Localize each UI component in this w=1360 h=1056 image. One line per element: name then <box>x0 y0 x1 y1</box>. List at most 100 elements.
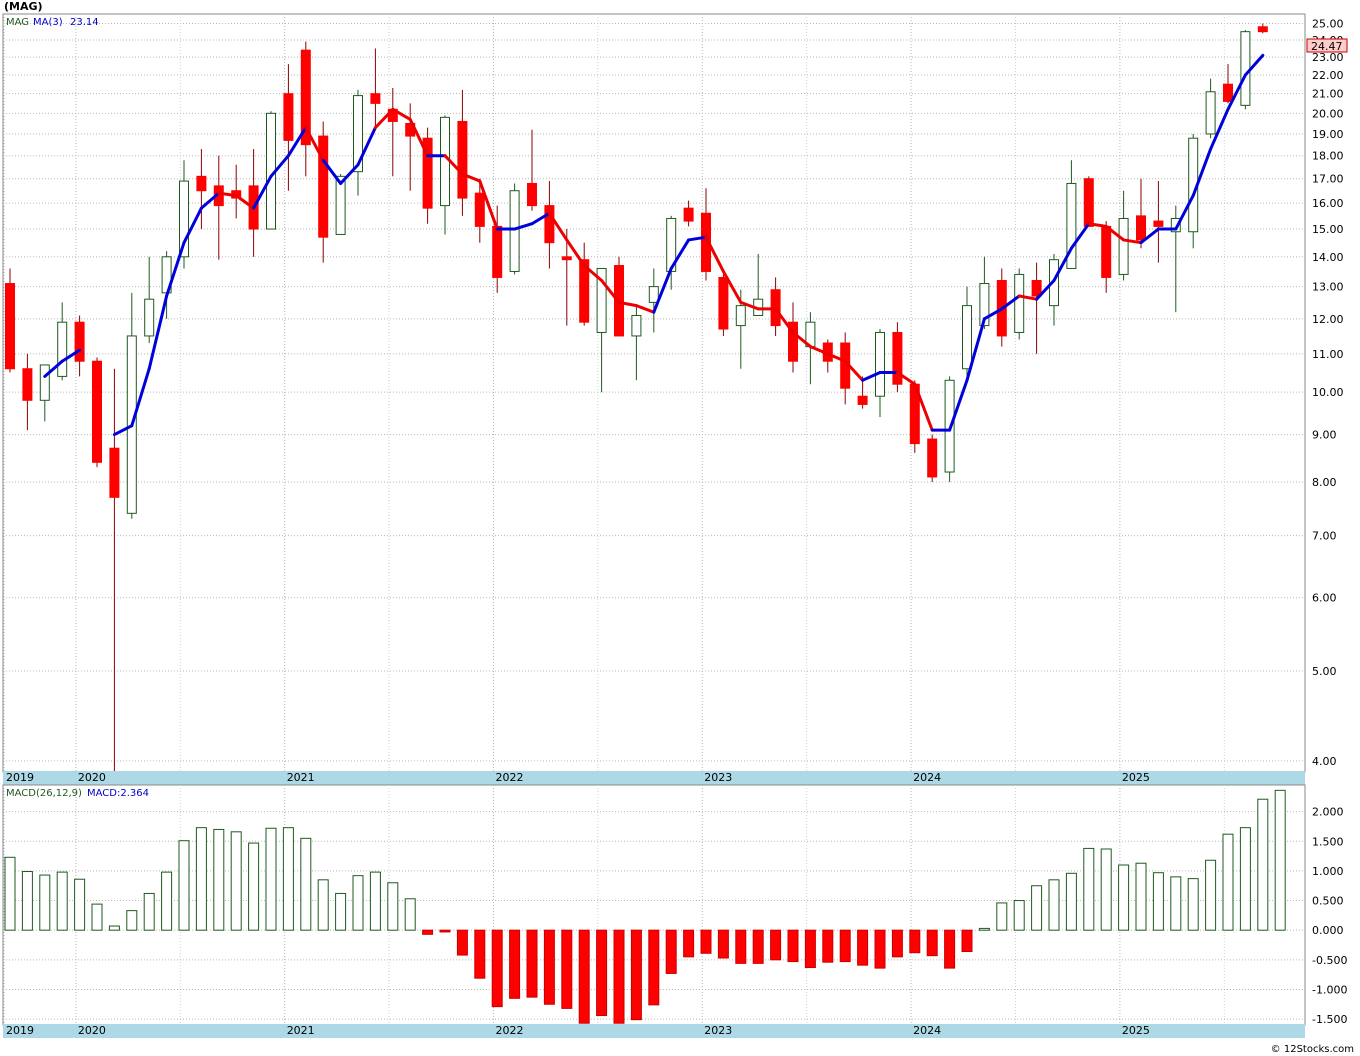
candle-down <box>318 135 329 238</box>
macd-tick-label: 1.500 <box>1312 835 1344 848</box>
macd-bar-positive <box>39 874 51 931</box>
macd-bar-positive <box>1257 798 1269 931</box>
candle-up <box>979 283 990 327</box>
macd-bar-negative <box>700 929 712 954</box>
ma-segment <box>1069 222 1091 250</box>
candle-down <box>109 447 120 498</box>
macd-bar-positive <box>74 878 86 931</box>
candle-up <box>179 180 189 258</box>
last-price-tag <box>1306 38 1348 53</box>
macd-bar-positive <box>335 892 347 931</box>
price-tick-label: 20.00 <box>1312 107 1344 120</box>
ma-segment <box>1000 294 1021 311</box>
price-tick-label: 22.00 <box>1312 69 1344 82</box>
price-tick-label: 7.00 <box>1312 530 1337 543</box>
price-tick-label: 6.00 <box>1312 592 1337 605</box>
candle-down <box>22 368 33 401</box>
macd-bar-positive <box>978 927 990 931</box>
ma-segment <box>982 307 1004 321</box>
macd-bar-negative <box>648 929 660 1006</box>
ma-segment <box>791 330 812 349</box>
price-y-axis: 4.00 5.00 6.00 7.00 8.00 9.00 10.00 11.00 12.00 1… <box>1312 18 1344 768</box>
price-date-label: 2019 <box>6 771 34 784</box>
price-date-label: 2020 <box>78 771 106 784</box>
macd-bar-negative <box>874 929 886 969</box>
ma-segment <box>408 117 430 158</box>
legend-ma-label: MA(3) <box>33 17 63 28</box>
ma-segment <box>843 359 865 382</box>
ma-segment <box>391 107 412 121</box>
ma-segment <box>669 238 691 270</box>
price-tick-label: 4.00 <box>1312 755 1337 768</box>
macd-bar-negative <box>944 929 956 969</box>
ma-segment <box>252 174 273 210</box>
candle-down <box>5 283 15 370</box>
ma-segment <box>478 179 499 231</box>
ma-segment <box>304 126 325 162</box>
candle-down <box>561 256 572 261</box>
chart-title: (MAG) <box>4 0 43 13</box>
macd-date-label: 2023 <box>704 1024 732 1037</box>
macd-bar-positive <box>1031 885 1043 931</box>
ma-segment <box>165 241 186 298</box>
price-grid <box>3 14 1305 771</box>
candle-up <box>735 305 746 327</box>
macd-bar-positive <box>143 892 155 931</box>
candle-down <box>579 259 590 323</box>
ma-segment <box>339 163 360 185</box>
price-tick-label: 21.00 <box>1312 88 1344 101</box>
ma-segment <box>356 126 377 167</box>
macd-panel: 2.000 1.500 1.000 0.500 0.000 -0.500 -1.000 -1.… <box>2 784 1347 1026</box>
macd-date-label: 2022 <box>496 1024 524 1037</box>
macd-bar-positive <box>4 856 16 931</box>
macd-tick-label: -0.500 <box>1312 954 1347 967</box>
ma-segment <box>634 304 656 314</box>
ma-segment <box>582 264 604 282</box>
price-date-label: 2025 <box>1122 771 1150 784</box>
ma-segment <box>1174 194 1195 231</box>
candle-down <box>544 205 555 244</box>
ma-segment <box>547 211 569 242</box>
macd-bar-positive <box>21 871 33 931</box>
ma-segment <box>1209 107 1230 151</box>
price-tick-label: 9.00 <box>1312 429 1337 442</box>
price-tick-label: 5.00 <box>1312 665 1337 678</box>
macd-bar-negative <box>474 929 486 979</box>
ma-segment <box>652 266 673 314</box>
price-tick-label: 15.00 <box>1312 223 1344 236</box>
candle-down <box>422 137 433 209</box>
macd-bar-positive <box>996 902 1008 931</box>
macd-tick-label: 1.000 <box>1312 865 1344 878</box>
macd-bars <box>4 789 1286 1024</box>
candle-up <box>631 314 642 337</box>
legend-ma-value: 23.14 <box>70 17 99 28</box>
price-tick-label: 8.00 <box>1312 476 1337 489</box>
macd-bar-positive <box>1048 879 1060 931</box>
macd-bar-negative <box>543 929 555 1005</box>
ma-segment <box>43 359 64 378</box>
candle-up <box>353 95 363 173</box>
candle-up <box>1205 91 1216 135</box>
candle-down <box>283 93 294 141</box>
price-tick-label: 23.00 <box>1312 51 1344 64</box>
macd-bar-negative <box>526 929 538 998</box>
macd-bar-positive <box>1100 848 1112 931</box>
macd-bar-negative <box>665 929 677 974</box>
macd-bar-positive <box>1013 900 1025 931</box>
ma-segment <box>1052 246 1073 282</box>
macd-date-axis-band <box>3 1024 1305 1038</box>
macd-bar-negative <box>787 929 799 963</box>
price-tick-label: 14.00 <box>1312 251 1344 264</box>
ma-segment <box>1035 278 1056 301</box>
candle-down <box>300 49 311 146</box>
macd-bar-negative <box>735 929 747 964</box>
candle-down <box>683 207 694 222</box>
candle-down <box>74 321 85 362</box>
macd-date-label: 2024 <box>913 1024 941 1037</box>
candle-down <box>927 438 938 478</box>
macd-bar-negative <box>509 929 521 999</box>
ma-segment <box>269 154 290 178</box>
macd-y-axis: 2.000 1.500 1.000 0.500 0.000 -0.500 -1.000 -1.… <box>1312 806 1347 1026</box>
macd-bar-positive <box>178 840 190 931</box>
macd-bar-positive <box>108 925 120 931</box>
